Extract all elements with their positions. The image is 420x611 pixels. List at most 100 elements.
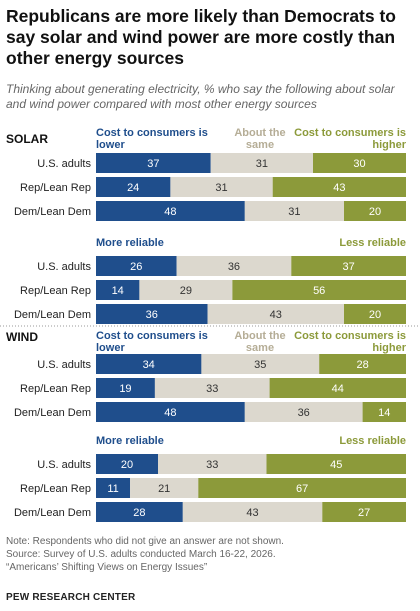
data-label: 48	[164, 407, 176, 419]
column-header-line: More reliable	[96, 435, 164, 447]
column-header: More reliable	[96, 435, 164, 447]
column-header-line: Cost to consumers is	[294, 127, 406, 139]
bar-segment	[362, 402, 406, 422]
data-label: 33	[206, 383, 218, 395]
bar-segment	[130, 478, 199, 498]
column-header: More reliable	[96, 237, 164, 249]
column-header-line: same	[246, 139, 274, 151]
bar-segment	[244, 201, 344, 221]
data-label: 21	[158, 483, 170, 495]
notes: Note: Respondents who did not give an an…	[6, 535, 416, 574]
column-header-line: Less reliable	[339, 237, 406, 249]
column-header-line: Cost to consumers is	[96, 127, 208, 139]
bar-segment	[344, 201, 406, 221]
bar-segment	[207, 304, 344, 324]
column-header-line: higher	[372, 139, 406, 151]
column-header: Cost to consumers is lower	[96, 330, 208, 354]
data-label: 31	[256, 158, 268, 170]
chart-title: Republicans are more likely than Democra…	[6, 6, 396, 68]
data-label: 67	[296, 483, 308, 495]
bar-segment	[266, 454, 406, 474]
bar-segment	[244, 402, 363, 422]
bar-segment	[158, 454, 267, 474]
note-text: Note: Respondents who did not give an an…	[6, 536, 284, 547]
data-label: 30	[353, 158, 365, 170]
bar-segment	[96, 354, 202, 374]
bar-segment	[96, 201, 245, 221]
category-label: U.S. adults	[37, 459, 91, 471]
column-header: Cost to consumers is higher	[294, 330, 407, 354]
chart-subtitle: Thinking about generating electricity, %…	[6, 82, 395, 111]
bar-segment	[272, 177, 406, 197]
data-label: 48	[164, 206, 176, 218]
bar-segment	[154, 378, 270, 398]
category-label: Dem/Lean Dem	[14, 507, 91, 519]
column-header-line: About the	[234, 330, 285, 342]
data-label: 36	[298, 407, 310, 419]
data-label: 33	[206, 459, 218, 471]
bar-segment	[182, 502, 323, 522]
bar-segment	[269, 378, 406, 398]
category-label: U.S. adults	[37, 261, 91, 273]
data-label: 45	[330, 459, 342, 471]
column-header: Less reliable	[339, 435, 406, 447]
data-label: 36	[146, 309, 158, 321]
data-label: 20	[369, 309, 381, 321]
column-header-line: Cost to consumers is	[96, 330, 208, 342]
data-label: 20	[121, 459, 133, 471]
category-label: U.S. adults	[37, 359, 91, 371]
data-label: 44	[332, 383, 344, 395]
bar-segment	[232, 280, 406, 300]
bar-segment	[96, 378, 155, 398]
section-label: WIND	[6, 330, 38, 344]
bar-segment	[170, 177, 273, 197]
data-label: 11	[107, 483, 118, 495]
data-label: 31	[288, 206, 300, 218]
category-label: Rep/Lean Rep	[20, 182, 91, 194]
data-label: 29	[180, 285, 192, 297]
data-label: 36	[228, 261, 240, 273]
data-label: 43	[333, 182, 345, 194]
data-label: 28	[133, 507, 145, 519]
bar-segment	[96, 177, 171, 197]
bar-segment	[96, 304, 208, 324]
category-label: Rep/Lean Rep	[20, 285, 91, 297]
column-header-line: Less reliable	[339, 435, 406, 447]
column-header-line: Cost to consumers is	[294, 330, 406, 342]
bar-segment	[139, 280, 233, 300]
data-label: 37	[343, 261, 355, 273]
column-header: About the same	[234, 330, 285, 354]
data-label: 14	[378, 407, 390, 419]
data-label: 26	[130, 261, 142, 273]
column-header: Cost to consumers is lower	[96, 127, 208, 151]
data-label: 14	[112, 285, 124, 297]
bar-segment	[291, 256, 406, 276]
column-header-line: higher	[372, 342, 406, 354]
bar-segment	[96, 454, 158, 474]
column-header-line: lower	[96, 139, 125, 151]
source-org: PEW RESEARCH CENTER	[6, 592, 136, 603]
bar-segment	[96, 280, 140, 300]
category-label: Rep/Lean Rep	[20, 383, 91, 395]
bar-segment	[96, 153, 211, 173]
column-header-line: lower	[96, 342, 125, 354]
data-label: 31	[215, 182, 227, 194]
category-label: Dem/Lean Dem	[14, 206, 91, 218]
data-label: 34	[143, 359, 155, 371]
bar-segment	[96, 502, 183, 522]
column-header: About the same	[234, 127, 285, 151]
column-header-line: More reliable	[96, 237, 164, 249]
data-label: 19	[119, 383, 131, 395]
bar-segment	[96, 478, 131, 498]
bar-segment	[344, 304, 406, 324]
data-label: 20	[369, 206, 381, 218]
bar-segment	[201, 354, 320, 374]
category-label: Dem/Lean Dem	[14, 407, 91, 419]
column-header-line: About the	[234, 127, 285, 139]
report-title: “Americans’ Shifting Views on Energy Iss…	[6, 562, 208, 573]
bar-segment	[198, 478, 406, 498]
data-label: 35	[254, 359, 266, 371]
bar-segment	[176, 256, 292, 276]
category-label: Dem/Lean Dem	[14, 309, 91, 321]
